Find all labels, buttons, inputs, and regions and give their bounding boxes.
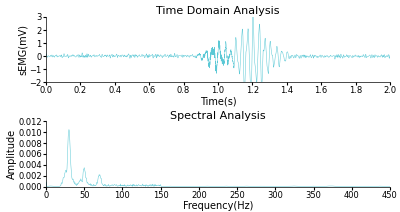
Title: Time Domain Analysis: Time Domain Analysis — [156, 6, 280, 16]
X-axis label: Frequency(Hz): Frequency(Hz) — [183, 201, 253, 211]
Y-axis label: sEMG(mV): sEMG(mV) — [18, 24, 28, 75]
Title: Spectral Analysis: Spectral Analysis — [170, 110, 266, 121]
X-axis label: Time(s): Time(s) — [200, 97, 236, 107]
Y-axis label: Amplitude: Amplitude — [7, 129, 17, 179]
